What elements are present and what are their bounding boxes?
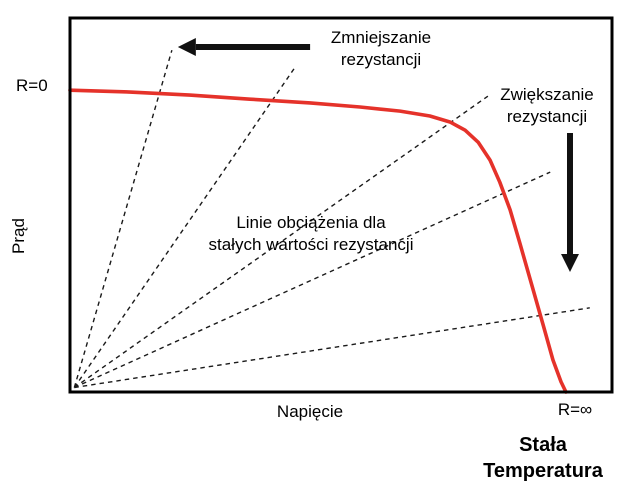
y-axis-label: Prąd: [9, 218, 28, 254]
decrease-resistance-arrow-head: [177, 37, 196, 56]
load-line: [74, 171, 551, 389]
load-line: [73, 49, 173, 388]
iv-curve: [68, 88, 568, 394]
load-line: [74, 307, 590, 389]
r-infinity-label: R=∞: [557, 400, 593, 419]
constant-temperature-label: Stała Temperatura: [483, 434, 603, 482]
r-zero-label: R=0: [16, 76, 48, 95]
increase-resistance-label: Zwiększanie rezystancji: [500, 85, 594, 126]
x-axis-label: Napięcie: [276, 402, 344, 421]
plot-frame: [68, 16, 614, 394]
load-line: [73, 65, 297, 388]
load-lines-caption: Linie obciążenia dla stałych wartości re…: [208, 213, 414, 254]
decrease-resistance-label: Zmniejszanie rezystancji: [330, 28, 432, 69]
increase-resistance-arrow-head: [560, 253, 579, 272]
